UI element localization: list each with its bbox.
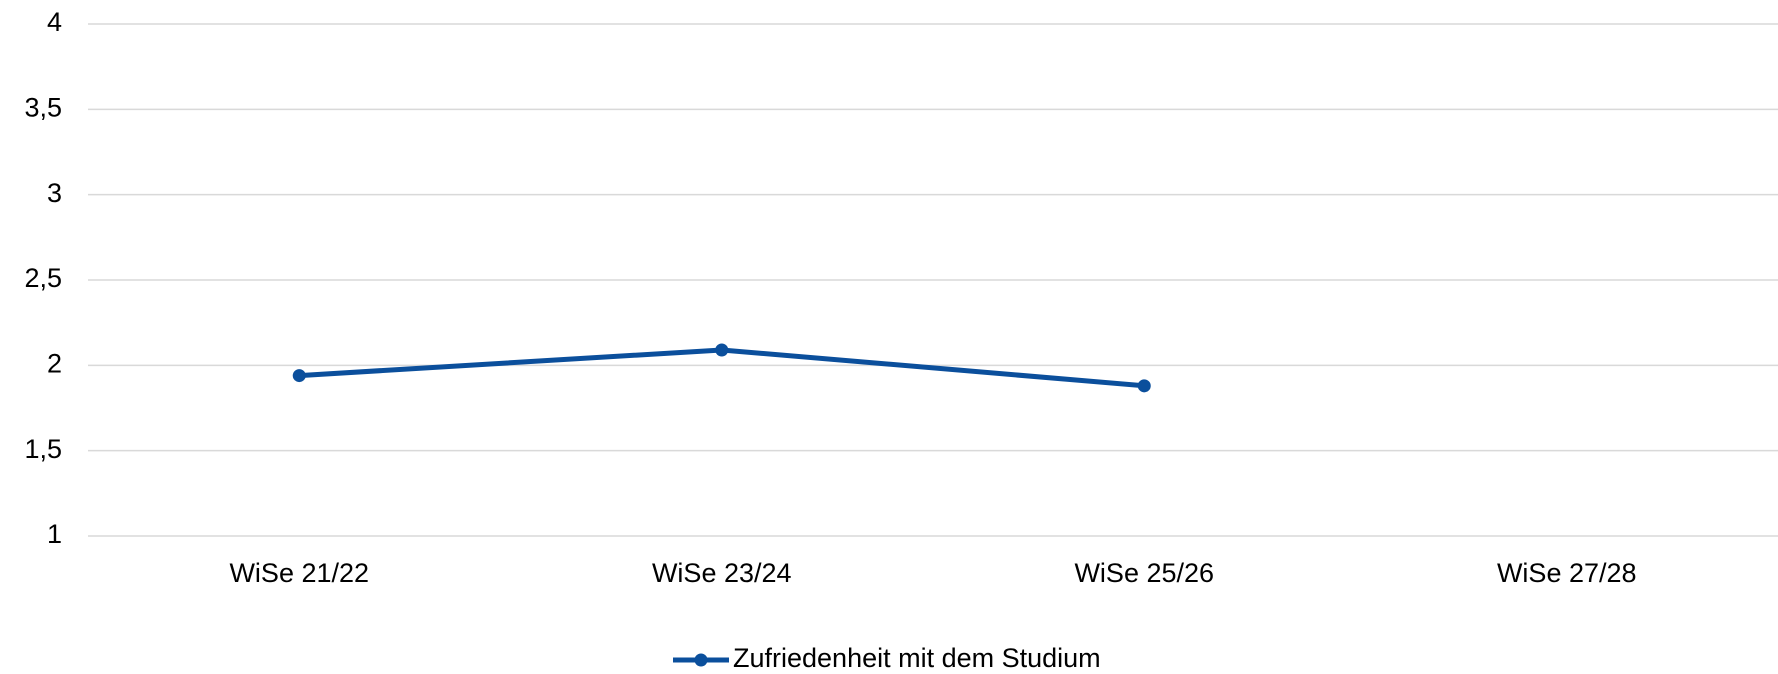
y-tick-label: 4 — [47, 7, 62, 37]
x-tick-label: WiSe 27/28 — [1497, 558, 1637, 588]
y-tick-label: 2 — [47, 348, 62, 378]
y-tick-label: 1,5 — [24, 434, 62, 464]
x-tick-label: WiSe 23/24 — [652, 558, 792, 588]
y-tick-label: 2,5 — [24, 263, 62, 293]
y-tick-label: 3 — [47, 178, 62, 208]
y-tick-label: 3,5 — [24, 92, 62, 122]
legend-label: Zufriedenheit mit dem Studium — [733, 643, 1101, 673]
marker — [1137, 379, 1151, 393]
legend-marker — [694, 653, 708, 667]
marker — [292, 369, 306, 383]
y-tick-label: 1 — [47, 519, 62, 549]
x-tick-label: WiSe 21/22 — [229, 558, 369, 588]
marker — [715, 343, 729, 357]
x-tick-label: WiSe 25/26 — [1074, 558, 1214, 588]
